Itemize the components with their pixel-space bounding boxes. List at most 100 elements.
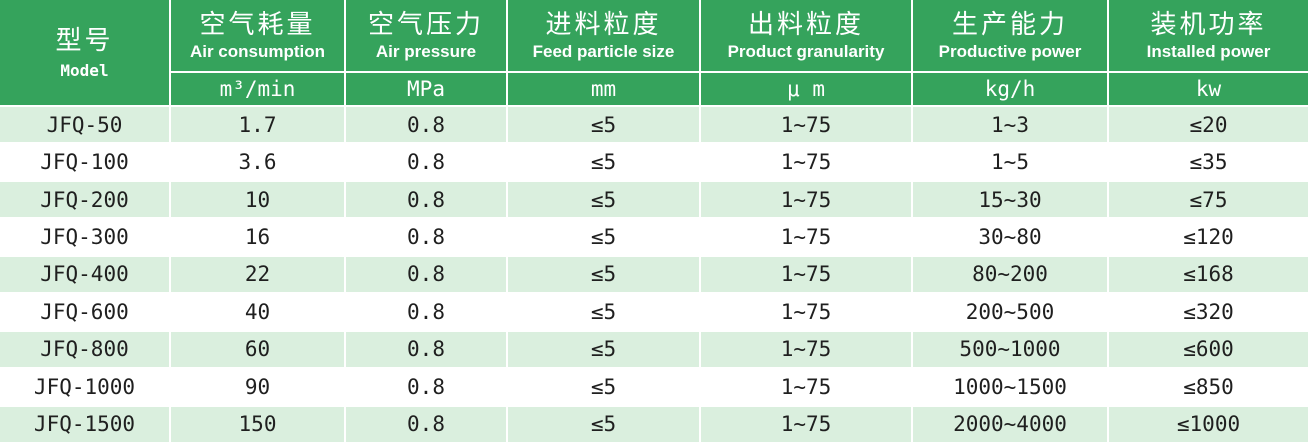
column-unit: μ m [699, 71, 913, 107]
cell: ≤320 [1107, 292, 1308, 332]
cell: 1~75 [699, 142, 913, 182]
cell: 15~30 [911, 179, 1109, 220]
cell: 1000~1500 [911, 367, 1109, 407]
cell: 22 [169, 254, 346, 295]
cell: 0.8 [344, 217, 508, 257]
model-cell: JFQ-100 [0, 142, 171, 182]
column-zh-label: 型号 [55, 25, 114, 56]
cell: 500~1000 [911, 329, 1109, 370]
cell: 0.8 [344, 254, 508, 295]
table-row: JFQ-300 16 0.8 ≤5 1~75 30~80 ≤120 [0, 217, 1308, 257]
cell: 1~75 [699, 179, 913, 220]
cell: 30~80 [911, 217, 1109, 257]
cell: 1~5 [911, 142, 1109, 182]
unit-row: m³/min MPa mm μ m kg/h kw [0, 71, 1308, 107]
column-zh-label: 空气压力 [367, 10, 484, 41]
table-row: JFQ-800 60 0.8 ≤5 1~75 500~1000 ≤600 [0, 329, 1308, 370]
column-zh-label: 空气耗量 [199, 10, 316, 41]
column-en-label: Product granularity [727, 41, 885, 61]
column-unit: kg/h [911, 71, 1109, 107]
column-zh-label: 出料粒度 [747, 10, 864, 41]
table-header: 型号 Model 空气耗量 Air consumption 空气压力 Air pressu… [0, 0, 1308, 107]
cell: 1~75 [699, 404, 913, 442]
model-cell: JFQ-1000 [0, 367, 171, 407]
table-row: JFQ-1500 150 0.8 ≤5 1~75 2000~4000 ≤1000 [0, 404, 1308, 442]
column-unit: MPa [344, 71, 508, 107]
cell: 1~75 [699, 329, 913, 370]
cell: 1~3 [911, 104, 1109, 145]
cell: 16 [169, 217, 346, 257]
cell: 0.8 [344, 104, 508, 145]
table-row: JFQ-1000 90 0.8 ≤5 1~75 1000~1500 ≤850 [0, 367, 1308, 407]
column-unit: mm [506, 71, 701, 107]
model-cell: JFQ-200 [0, 179, 171, 220]
model-column-header: 型号 Model [0, 0, 171, 107]
cell: ≤5 [506, 217, 701, 257]
cell: 2000~4000 [911, 404, 1109, 442]
cell: ≤5 [506, 179, 701, 220]
cell: ≤120 [1107, 217, 1308, 257]
cell: ≤5 [506, 404, 701, 442]
column-en-label: Air consumption [189, 41, 326, 61]
table-row: JFQ-400 22 0.8 ≤5 1~75 80~200 ≤168 [0, 254, 1308, 295]
cell: ≤20 [1107, 104, 1308, 145]
cell: 1~75 [699, 254, 913, 295]
column-header: 空气压力 Air pressure [344, 0, 508, 73]
column-zh-label: 进料粒度 [545, 10, 662, 41]
cell: 10 [169, 179, 346, 220]
cell: 200~500 [911, 292, 1109, 332]
model-cell: JFQ-600 [0, 292, 171, 332]
table-row: JFQ-200 10 0.8 ≤5 1~75 15~30 ≤75 [0, 179, 1308, 220]
cell: 1~75 [699, 367, 913, 407]
model-cell: JFQ-400 [0, 254, 171, 295]
model-cell: JFQ-1500 [0, 404, 171, 442]
table-row: JFQ-100 3.6 0.8 ≤5 1~75 1~5 ≤35 [0, 142, 1308, 182]
cell: ≤5 [506, 329, 701, 370]
cell: ≤5 [506, 104, 701, 145]
column-header: 空气耗量 Air consumption [169, 0, 346, 73]
column-en-label: Installed power [1146, 41, 1271, 61]
cell: ≤168 [1107, 254, 1308, 295]
column-en-label: Productive power [938, 41, 1082, 61]
column-header: 生产能力 Productive power [911, 0, 1109, 73]
column-header: 出料粒度 Product granularity [699, 0, 913, 73]
cell: ≤5 [506, 142, 701, 182]
cell: 1~75 [699, 292, 913, 332]
cell: ≤5 [506, 254, 701, 295]
cell: 1.7 [169, 104, 346, 145]
cell: ≤850 [1107, 367, 1308, 407]
cell: ≤75 [1107, 179, 1308, 220]
cell: 150 [169, 404, 346, 442]
column-header: 进料粒度 Feed particle size [506, 0, 701, 73]
table-row: JFQ-600 40 0.8 ≤5 1~75 200~500 ≤320 [0, 292, 1308, 332]
column-unit: kw [1107, 71, 1308, 107]
cell: 1~75 [699, 104, 913, 145]
cell: 60 [169, 329, 346, 370]
cell: 0.8 [344, 179, 508, 220]
table-body: JFQ-50 1.7 0.8 ≤5 1~75 1~3 ≤20 JFQ-100 3.6 0.8 ≤5 1… [0, 104, 1308, 442]
column-unit: m³/min [170, 71, 346, 107]
column-en-label: Model [60, 61, 109, 81]
table-row: JFQ-50 1.7 0.8 ≤5 1~75 1~3 ≤20 [0, 104, 1308, 145]
model-cell: JFQ-800 [0, 329, 171, 370]
column-zh-label: 生产能力 [951, 10, 1068, 41]
cell: 0.8 [344, 142, 508, 182]
cell: 0.8 [344, 404, 508, 442]
cell: 0.8 [344, 329, 508, 370]
cell: ≤35 [1107, 142, 1308, 182]
column-en-label: Feed particle size [532, 41, 675, 61]
cell: 80~200 [911, 254, 1109, 295]
cell: ≤1000 [1107, 404, 1308, 442]
cell: ≤5 [506, 367, 701, 407]
cell: ≤600 [1107, 329, 1308, 370]
header-row: 型号 Model 空气耗量 Air consumption 空气压力 Air pressu… [0, 0, 1308, 107]
cell: 0.8 [344, 367, 508, 407]
column-en-label: Air pressure [375, 41, 477, 61]
cell: 90 [169, 367, 346, 407]
cell: 1~75 [699, 217, 913, 257]
cell: ≤5 [506, 292, 701, 332]
model-cell: JFQ-300 [0, 217, 171, 257]
column-header: 装机功率 Installed power [1107, 0, 1308, 73]
cell: 40 [169, 292, 346, 332]
